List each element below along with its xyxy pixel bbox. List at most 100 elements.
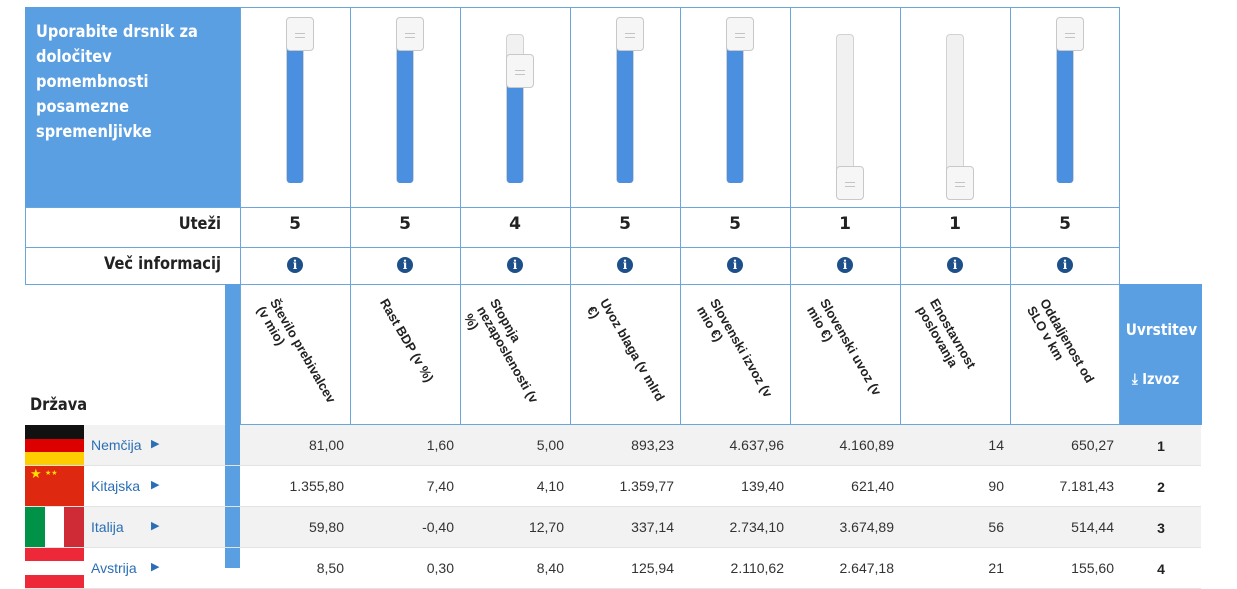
table-cell: 59,80 (308, 519, 344, 535)
weight-slider-handle[interactable] (506, 54, 534, 89)
column-header-wrap: Enostavnost poslovanja (900, 286, 1010, 426)
table-cell: 1.355,80 (289, 478, 345, 494)
info-icon[interactable]: i (287, 257, 303, 273)
info-icon[interactable]: i (617, 257, 633, 273)
grid-line (25, 207, 1120, 208)
table-row (240, 425, 1201, 465)
weight-slider-handle[interactable] (946, 166, 974, 200)
row-divider (25, 465, 1201, 466)
table-cell: 1.359,77 (619, 478, 675, 494)
weight-value: 4 (509, 214, 521, 234)
info-icon[interactable]: i (397, 257, 413, 273)
export-button[interactable]: ⤓ Izvoz (1132, 370, 1184, 388)
table-row (240, 507, 1201, 547)
weight-slider-handle[interactable] (286, 17, 314, 51)
grid-line (1119, 7, 1120, 425)
table-cell: 1,60 (426, 437, 454, 453)
weight-slider-handle[interactable] (396, 17, 424, 51)
expand-caret-icon[interactable]: ▶ (151, 520, 160, 532)
country-link[interactable]: Nemčija (91, 437, 142, 453)
info-icon[interactable]: i (1057, 257, 1073, 273)
rank-title: Uvrstitev (1125, 320, 1198, 339)
rank-header (1120, 284, 1202, 425)
weights-label: Uteži (178, 214, 221, 234)
country-link[interactable]: Kitajska (91, 478, 141, 494)
grid-line (570, 7, 571, 425)
info-icon[interactable]: i (947, 257, 963, 273)
weight-slider-handle[interactable] (726, 17, 754, 51)
column-header-wrap: Število prebivalcev (v mio) (240, 286, 350, 426)
grid-line (350, 7, 351, 425)
expand-caret-icon[interactable]: ▶ (151, 438, 160, 450)
column-header[interactable]: Rast BDP (v %) (377, 296, 437, 385)
row-divider (25, 506, 1201, 507)
weight-value: 1 (949, 214, 961, 234)
weight-slider-fill (617, 34, 633, 183)
germany-flag (25, 425, 84, 465)
table-cell: 650,27 (1071, 437, 1114, 453)
column-header[interactable]: Slovenski uvoz (v mio €) (804, 296, 885, 398)
rank-cell: 2 (1157, 479, 1165, 495)
expand-caret-icon[interactable]: ▶ (151, 479, 160, 491)
column-header[interactable]: Slovenski izvoz (v mio €) (694, 296, 776, 400)
table-cell: 2.110,62 (730, 560, 784, 576)
table-cell: 337,14 (631, 519, 674, 535)
weight-value: 5 (1059, 214, 1071, 234)
table-cell: 14 (988, 437, 1004, 453)
table-cell: 139,40 (741, 478, 784, 494)
table-cell: 155,60 (1071, 560, 1114, 576)
expand-caret-icon[interactable]: ▶ (151, 561, 160, 573)
rank-cell: 3 (1157, 520, 1165, 536)
weight-slider-fill (727, 34, 743, 183)
weight-slider-track[interactable] (946, 34, 964, 183)
table-cell: 2.647,18 (839, 560, 895, 576)
grid-line (25, 284, 1120, 285)
grid-line (460, 7, 461, 425)
table-cell: 4.637,96 (729, 437, 785, 453)
table-cell: 7,40 (426, 478, 454, 494)
column-header[interactable]: Uvoz blaga (v mlrd €) (584, 296, 668, 404)
weight-value: 5 (289, 214, 301, 234)
column-header[interactable]: Stopnja nezaposlenosti (v %) (461, 296, 542, 406)
column-header-wrap: Slovenski uvoz (v mio €) (790, 286, 900, 426)
table-cell: 4,10 (536, 478, 564, 494)
column-header[interactable]: Enostavnost poslovanja (914, 296, 980, 372)
table-cell: 125,94 (631, 560, 674, 576)
weight-slider-handle[interactable] (616, 17, 644, 51)
info-icon[interactable]: i (507, 257, 523, 273)
info-icon[interactable]: i (727, 257, 743, 273)
column-header-wrap: Uvoz blaga (v mlrd €) (570, 286, 680, 426)
table-cell: 12,70 (528, 519, 564, 535)
instruction-text: Uporabite drsnik za določitev pomembnost… (36, 22, 198, 142)
weight-slider-track[interactable] (836, 34, 854, 183)
table-cell: 56 (988, 519, 1004, 535)
country-column-header: Država (30, 395, 88, 415)
weight-value: 5 (729, 214, 741, 234)
table-cell: 7.181,43 (1059, 478, 1115, 494)
country-link[interactable]: Avstrija (91, 560, 137, 576)
info-icon[interactable]: i (837, 257, 853, 273)
table-cell: 514,44 (1071, 519, 1114, 535)
table-cell: 621,40 (851, 478, 894, 494)
china-flag: ★ ★★ (25, 466, 84, 506)
weight-slider-fill (397, 34, 413, 183)
table-row (240, 466, 1201, 506)
country-link[interactable]: Italija (91, 519, 124, 535)
austria-flag (25, 548, 84, 588)
country-column-bar (225, 284, 240, 568)
weight-slider-handle[interactable] (836, 166, 864, 200)
weight-slider-fill (1057, 34, 1073, 183)
table-cell: 90 (988, 478, 1004, 494)
table-cell: 4.160,89 (839, 437, 895, 453)
rank-cell: 1 (1157, 438, 1165, 454)
table-cell: 8,40 (536, 560, 564, 576)
column-header[interactable]: Oddaljenost od SLO v km (1024, 296, 1098, 386)
weight-slider-handle[interactable] (1056, 17, 1084, 51)
table-row-country-bg (84, 466, 225, 506)
column-header[interactable]: Število prebivalcev (v mio) (254, 296, 339, 406)
grid-line (25, 247, 1120, 248)
grid-line (790, 7, 791, 425)
weight-value: 5 (619, 214, 631, 234)
column-header-wrap: Oddaljenost od SLO v km (1010, 286, 1120, 426)
column-header-wrap: Rast BDP (v %) (350, 286, 460, 426)
